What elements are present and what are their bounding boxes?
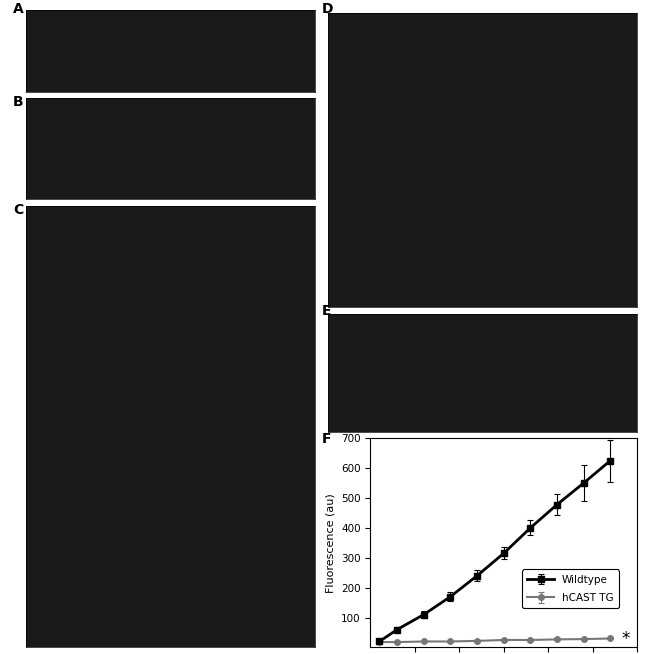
Text: *: * (622, 630, 630, 648)
Text: C: C (13, 203, 23, 216)
Text: A: A (13, 2, 24, 16)
Text: F: F (322, 432, 332, 445)
Text: B: B (13, 95, 23, 109)
Y-axis label: Fluorescence (au): Fluorescence (au) (326, 493, 335, 593)
Legend: Wildtype, hCAST TG: Wildtype, hCAST TG (523, 570, 619, 608)
Text: D: D (322, 2, 333, 16)
Text: E: E (322, 304, 332, 318)
